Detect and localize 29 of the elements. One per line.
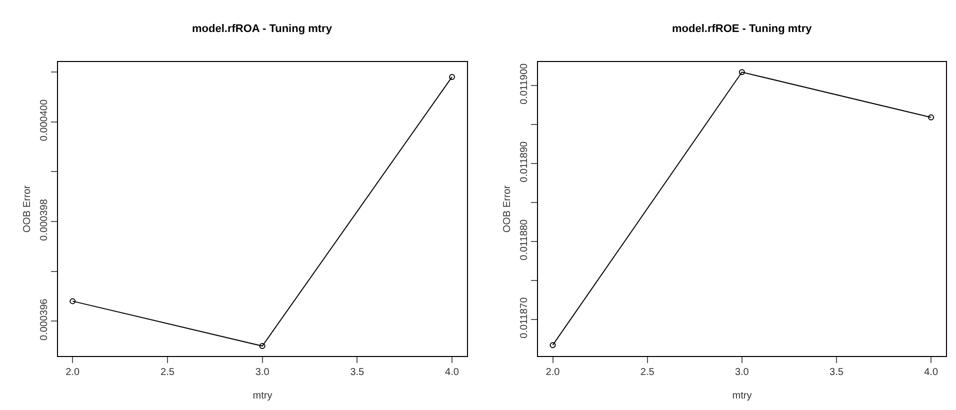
point bbox=[738, 69, 745, 76]
x-axis-title: mtry bbox=[732, 390, 752, 402]
x-tick-label: 2.5 bbox=[640, 367, 655, 378]
y-tick-label: 0.000398 bbox=[39, 198, 50, 241]
x-tick-label: 3.5 bbox=[830, 367, 844, 378]
x-axis-title: mtry bbox=[252, 390, 272, 402]
point bbox=[928, 114, 934, 120]
x-tick-label: 3.0 bbox=[734, 367, 750, 378]
x-tick-label: 4.0 bbox=[445, 367, 460, 378]
chart-title: model.rfROA - Tuning mtry bbox=[192, 23, 333, 35]
y-axis-title: OOB Error bbox=[502, 184, 513, 233]
point bbox=[550, 342, 556, 348]
x-tick-label: 2.5 bbox=[160, 367, 175, 378]
y-tick-label: 0.011880 bbox=[519, 218, 530, 260]
y-tick-label: 0.011900 bbox=[519, 62, 530, 104]
y-tick-label: 0.000396 bbox=[39, 298, 50, 340]
point bbox=[449, 74, 456, 80]
point bbox=[70, 298, 76, 304]
x-tick-label: 3.0 bbox=[255, 367, 270, 378]
y-tick-label: 0.011870 bbox=[519, 296, 530, 338]
x-tick-label: 2.0 bbox=[546, 367, 560, 378]
x-tick-label: 2.0 bbox=[66, 367, 80, 378]
chart-title: model.rfROE - Tuning mtry bbox=[672, 23, 813, 35]
point bbox=[259, 343, 266, 350]
y-tick-label: 0.011890 bbox=[519, 140, 530, 182]
x-tick-label: 4.0 bbox=[924, 367, 938, 378]
y-axis-title: OOB Error bbox=[22, 184, 33, 233]
y-tick-label: 0.000400 bbox=[39, 99, 50, 142]
x-tick-label: 3.5 bbox=[350, 367, 365, 378]
